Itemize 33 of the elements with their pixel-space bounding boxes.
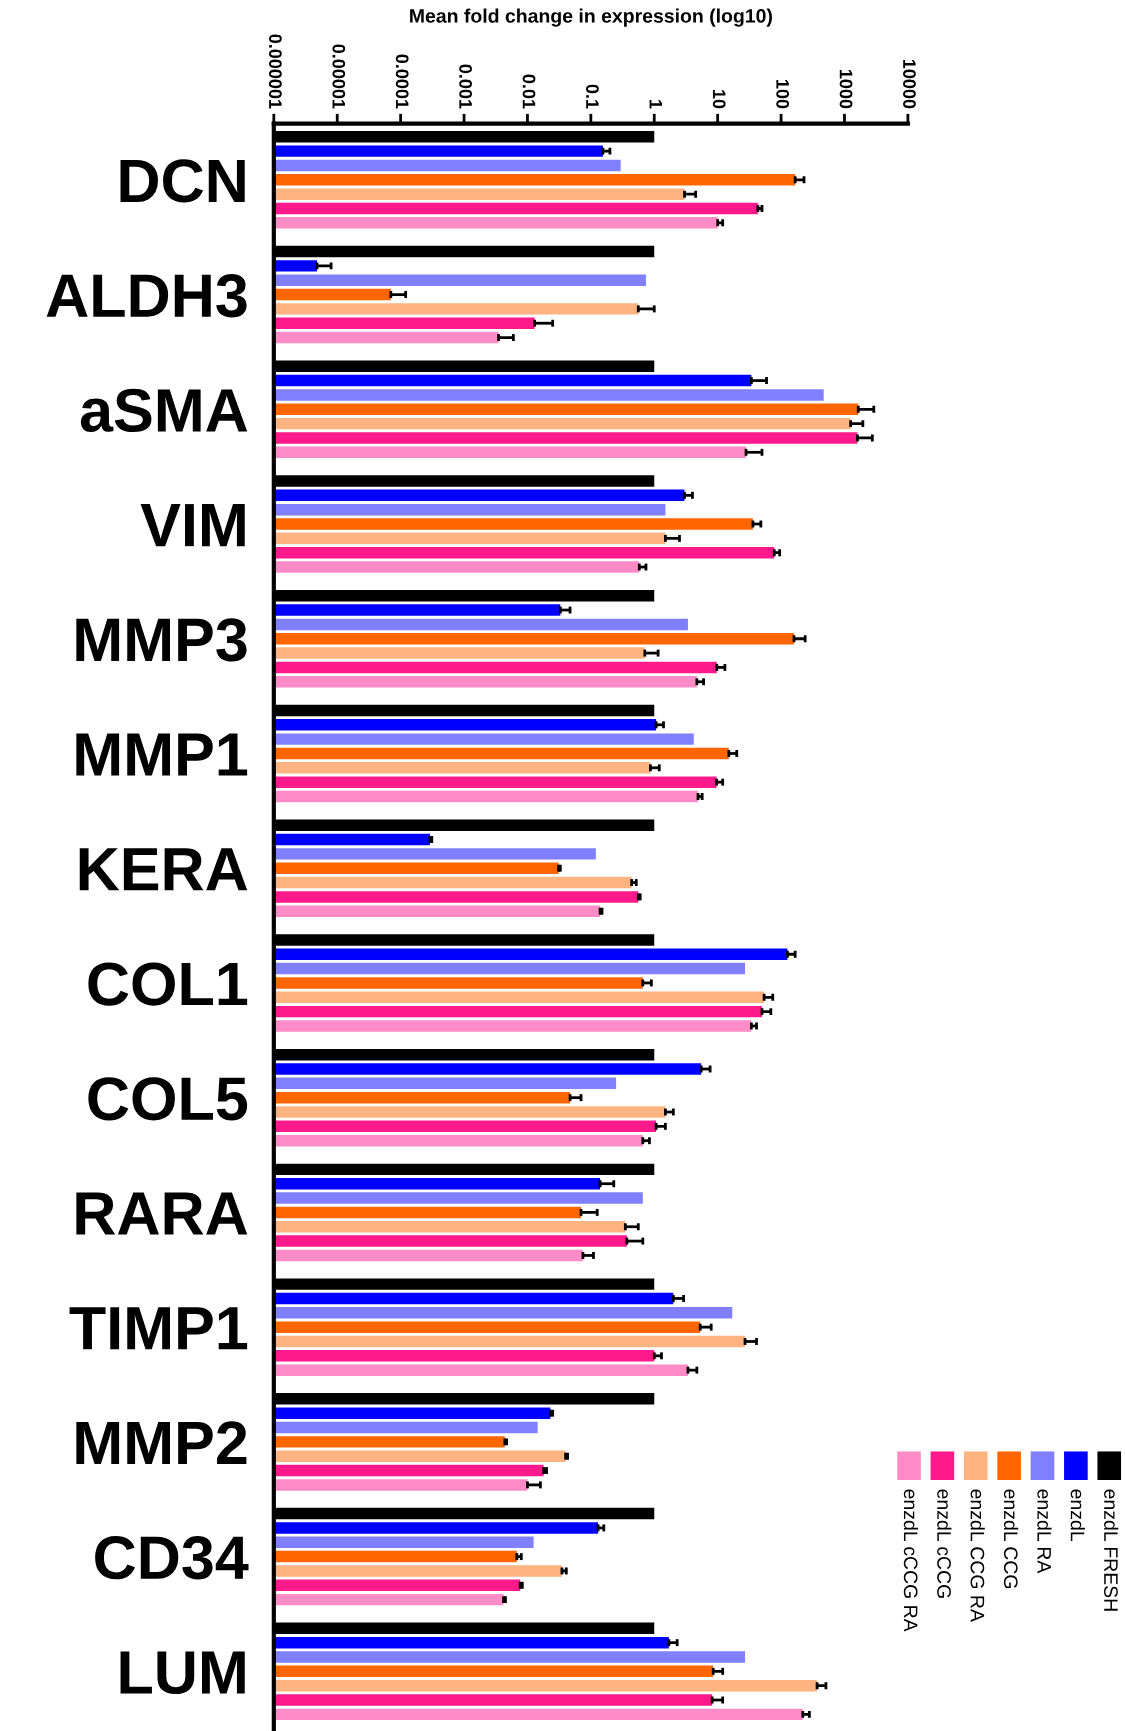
y-tick-label: ALDH3 xyxy=(46,274,247,318)
legend-label: enzdL cCCG RA xyxy=(903,1489,919,1632)
x-tick-label: 1000 xyxy=(839,69,853,109)
x-tick-label: 10000 xyxy=(903,59,916,109)
x-tick-label: 0.01 xyxy=(522,74,536,109)
x-tick-label: 0.00001 xyxy=(332,44,346,109)
legend-label: enzdL xyxy=(1070,1489,1085,1541)
x-tick-label: 100 xyxy=(776,80,789,109)
x-tick-label: 1 xyxy=(649,100,663,109)
y-tick-label: MMP1 xyxy=(76,733,248,776)
y-tick-label: CD34 xyxy=(95,1536,249,1580)
y-tick-label: DCN xyxy=(120,159,245,203)
y-tick-label: COL5 xyxy=(88,1077,248,1121)
x-tick-label: 0.000001 xyxy=(268,34,282,109)
x-tick-label: 10 xyxy=(712,90,726,109)
x-tick-label: 0.0001 xyxy=(395,54,409,109)
x-axis-title: Mean fold change in expression (log10) xyxy=(410,8,772,27)
y-tick-label: LUM xyxy=(120,1651,245,1695)
y-tick-label: VIM xyxy=(140,504,245,547)
legend-label: enzdL CCG RA xyxy=(970,1489,985,1622)
legend-label: enzdL RA xyxy=(1037,1489,1052,1574)
legend-label: enzdL FRESH xyxy=(1104,1489,1119,1611)
y-tick-label: MMP3 xyxy=(76,618,247,662)
y-tick-label: KERA xyxy=(79,848,248,891)
legend-label: enzdL cCCG xyxy=(937,1489,952,1598)
y-tick-label: aSMA xyxy=(80,388,248,433)
x-tick-label: 0.001 xyxy=(459,64,472,109)
x-tick-label: 0.1 xyxy=(586,84,599,109)
y-tick-label: TIMP1 xyxy=(69,1307,248,1350)
y-tick-label: COL1 xyxy=(88,962,248,1006)
legend-label: enzdL CCG xyxy=(1003,1489,1019,1589)
y-tick-label: RARA xyxy=(76,1192,248,1235)
y-tick-label: MMP2 xyxy=(76,1421,247,1465)
